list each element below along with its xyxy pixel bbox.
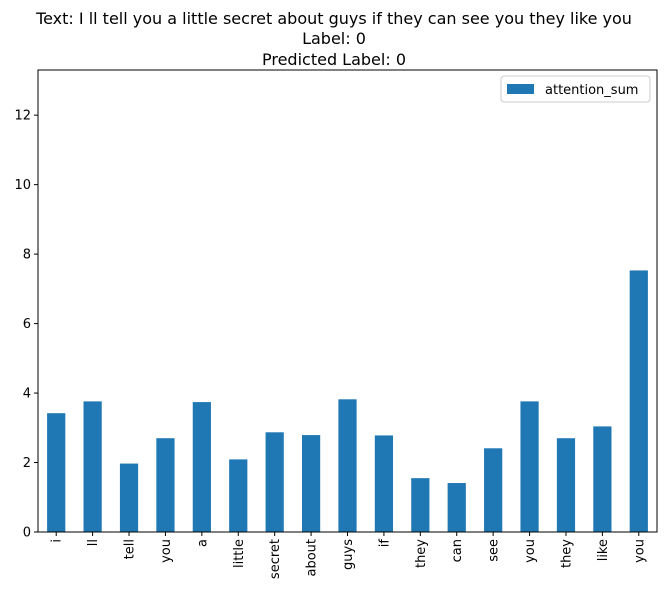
x-tick-label: guys bbox=[341, 539, 356, 570]
bar-you-16 bbox=[629, 270, 648, 532]
x-tick-label: they bbox=[559, 539, 574, 568]
legend-swatch bbox=[507, 84, 534, 94]
legend-label: attention_sum bbox=[545, 83, 638, 98]
x-axis: i ll tell you a little secret about guys if they ca… bbox=[50, 532, 647, 579]
x-tick-label: a bbox=[195, 539, 210, 547]
bar-guys-8 bbox=[338, 399, 357, 532]
bar-a-4 bbox=[192, 402, 211, 532]
x-tick-label: about bbox=[305, 539, 320, 577]
x-tick-label: you bbox=[159, 539, 174, 563]
plot-frame bbox=[37, 69, 658, 533]
chart-title: Text: I ll tell you a little secret abou… bbox=[35, 9, 632, 69]
x-tick-label: i bbox=[50, 539, 65, 543]
x-tick-label: see bbox=[487, 539, 502, 562]
y-tick-label: 6 bbox=[23, 317, 31, 332]
bar-you-13 bbox=[520, 401, 539, 532]
x-tick-label: can bbox=[450, 539, 465, 562]
y-tick-label: 0 bbox=[23, 526, 31, 541]
bar-i-0 bbox=[47, 413, 66, 532]
y-tick-label: 2 bbox=[23, 456, 31, 471]
y-tick-label: 4 bbox=[23, 387, 31, 402]
bar-secret-6 bbox=[265, 432, 284, 532]
y-tick-label: 10 bbox=[14, 178, 31, 193]
x-tick-label: you bbox=[632, 539, 647, 563]
title-line-predicted: Predicted Label: 0 bbox=[262, 50, 406, 69]
legend-box bbox=[500, 75, 651, 103]
bar-see-12 bbox=[484, 448, 503, 532]
bar-tell-2 bbox=[119, 463, 139, 532]
x-tick-label: secret bbox=[268, 539, 283, 579]
bar-like-15 bbox=[593, 426, 612, 532]
x-tick-label: tell bbox=[123, 539, 138, 559]
title-line-label: Label: 0 bbox=[302, 29, 366, 48]
legend: attention_sum bbox=[500, 75, 651, 103]
bar-if-9 bbox=[374, 435, 394, 532]
title-line-text: Text: I ll tell you a little secret abou… bbox=[35, 9, 632, 28]
x-tick-label: ll bbox=[86, 539, 101, 546]
x-tick-label: little bbox=[232, 539, 247, 568]
bar-about-7 bbox=[301, 435, 321, 532]
y-axis: 0 2 4 6 8 10 12 bbox=[14, 109, 38, 541]
x-tick-label: if bbox=[377, 539, 392, 548]
x-tick-label: they bbox=[414, 539, 429, 568]
x-tick-label: like bbox=[596, 539, 611, 561]
bar-little-5 bbox=[229, 459, 248, 532]
x-tick-label: you bbox=[523, 539, 538, 563]
y-tick-label: 12 bbox=[14, 109, 31, 124]
y-tick-label: 8 bbox=[23, 248, 31, 263]
bar-ll-1 bbox=[83, 401, 102, 532]
bar-they-10 bbox=[411, 478, 430, 532]
bars-layer bbox=[47, 270, 648, 532]
bar-you-3 bbox=[156, 438, 175, 532]
bar-can-11 bbox=[447, 483, 466, 532]
bar-they-14 bbox=[556, 438, 576, 532]
